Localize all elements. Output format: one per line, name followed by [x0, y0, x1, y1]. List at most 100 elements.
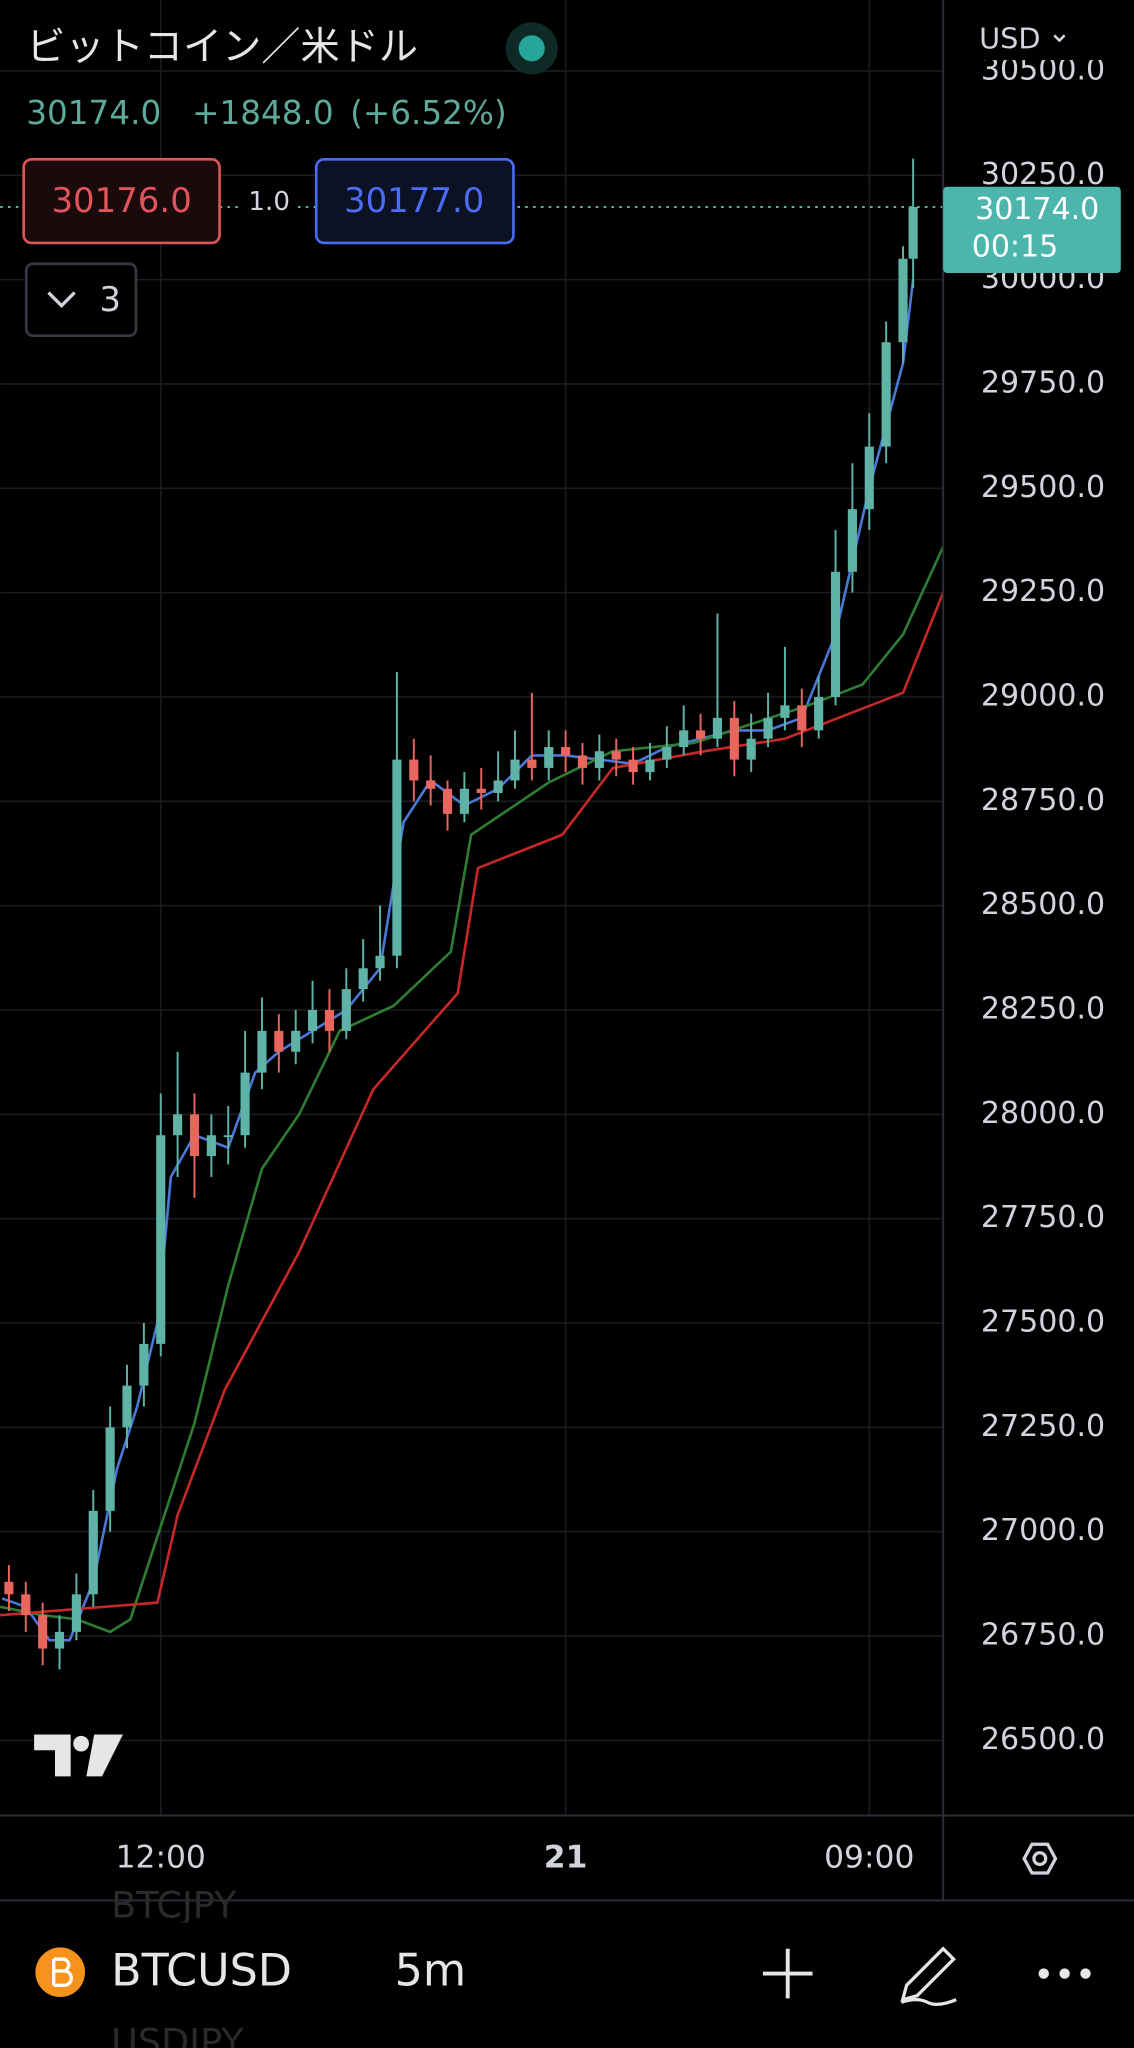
prev-symbol: BTCJPY: [111, 1883, 237, 1926]
plot-area: [0, 0, 945, 1816]
candle-body: [240, 1072, 250, 1136]
buy-button[interactable]: [314, 158, 515, 245]
interval[interactable]: 5m: [395, 1946, 467, 1997]
indicator-line: [0, 592, 945, 1617]
candle-body: [189, 1114, 200, 1157]
candle-body: [257, 1030, 267, 1073]
y-tick-label: 29500.0: [981, 470, 1105, 505]
candle-body: [71, 1594, 81, 1632]
candle-body: [561, 747, 571, 756]
candle-body: [908, 207, 918, 259]
price-tag-price: 30174.0: [975, 192, 1099, 227]
currency-chevron[interactable]: [1053, 34, 1066, 43]
toolbar-bg: [0, 1922, 1134, 2028]
price-axis: 26500.0 26750.0 27000.0 27250.0 27500.0 27750…: [116, 52, 1106, 1875]
candle-body: [291, 1030, 301, 1052]
candle-body: [173, 1114, 183, 1136]
indicators-toggle[interactable]: [24, 262, 138, 337]
candle-body: [105, 1427, 115, 1511]
y-tick-label: 27750.0: [981, 1200, 1105, 1235]
currency-bg: [953, 10, 1111, 61]
candle-body: [864, 446, 874, 510]
candle-body: [746, 738, 756, 760]
candle-body: [847, 509, 857, 572]
candle-body: [493, 780, 503, 793]
candle-body: [38, 1615, 48, 1649]
candle-body: [4, 1581, 14, 1595]
candle-body: [763, 717, 773, 739]
candle-body: [679, 730, 689, 748]
y-tick-label: 26500.0: [981, 1722, 1105, 1757]
y-tick-label: 27250.0: [981, 1409, 1105, 1444]
y-tick-label: 26750.0: [981, 1618, 1105, 1653]
settings-icon[interactable]: [1022, 1842, 1058, 1875]
price-tag-countdown: 00:15: [972, 230, 1059, 265]
price-tag: [943, 186, 1121, 273]
bitcoin-glyph: [52, 1957, 73, 1987]
candle-body: [645, 759, 655, 773]
candle-body: [223, 1135, 233, 1138]
candle-body: [442, 788, 453, 814]
draw-button[interactable]: [900, 1946, 957, 2006]
candle-body: [729, 717, 739, 760]
y-tick-label: 29750.0: [981, 365, 1105, 400]
next-symbol: USDJPY: [111, 2021, 244, 2048]
tradingview-logo: [34, 1734, 123, 1777]
more-button[interactable]: [1038, 1968, 1091, 1979]
candle-body: [712, 717, 723, 739]
settings-icon-center[interactable]: [1032, 1851, 1048, 1867]
sell-button[interactable]: [22, 158, 221, 245]
candle-body: [341, 989, 351, 1031]
candle-body: [830, 571, 841, 697]
candle-body: [307, 1010, 318, 1031]
candle-body: [156, 1135, 166, 1344]
candle-body: [814, 696, 824, 731]
candle-body: [88, 1510, 98, 1595]
candle-body: [628, 759, 638, 773]
sell-price[interactable]: 30176.0: [51, 181, 191, 221]
candle-body: [139, 1343, 149, 1386]
status-dot: [518, 35, 545, 62]
candle-body: [797, 705, 807, 731]
y-tick-label: 29000.0: [981, 678, 1105, 713]
candle-body: [696, 730, 706, 739]
candle-body: [426, 780, 436, 789]
x-tick-label: 21: [544, 1840, 588, 1876]
symbol[interactable]: BTCUSD: [111, 1946, 292, 1997]
y-tick-label: 28500.0: [981, 887, 1105, 922]
candle-body: [780, 705, 790, 718]
buy-price[interactable]: 30177.0: [344, 181, 484, 221]
candle-body: [611, 751, 621, 760]
candle-body: [577, 755, 588, 768]
candle-body: [476, 788, 486, 793]
price-change: +1848.0: [192, 94, 334, 132]
price-change-pct: (+6.52%): [350, 94, 507, 132]
candle-body: [21, 1594, 31, 1616]
candle-body: [206, 1135, 216, 1157]
y-tick-label: 28000.0: [981, 1096, 1105, 1131]
spread: 1.0: [248, 187, 290, 217]
candle-body: [274, 1030, 284, 1052]
y-tick-label: 30250.0: [981, 157, 1105, 192]
candle-body: [459, 788, 469, 814]
candle-body: [324, 1010, 335, 1031]
candle-body: [662, 747, 672, 760]
candle-body: [409, 759, 419, 781]
last-price: 30174.0: [26, 94, 161, 132]
x-tick-label: 12:00: [116, 1840, 206, 1876]
candle-body: [898, 258, 908, 343]
symbol-title: ビットコイン／米ドル: [26, 25, 418, 70]
candle-body: [510, 759, 520, 781]
chevron-icon[interactable]: [47, 291, 76, 308]
indicator-count[interactable]: 3: [99, 280, 121, 320]
spread-bg: [243, 186, 296, 219]
currency[interactable]: USD: [979, 21, 1040, 55]
candle-body: [358, 968, 368, 990]
candle-body: [375, 955, 385, 969]
add-button[interactable]: [762, 1948, 813, 1999]
y-tick-label: 28250.0: [981, 992, 1105, 1027]
candle-body: [54, 1631, 65, 1649]
